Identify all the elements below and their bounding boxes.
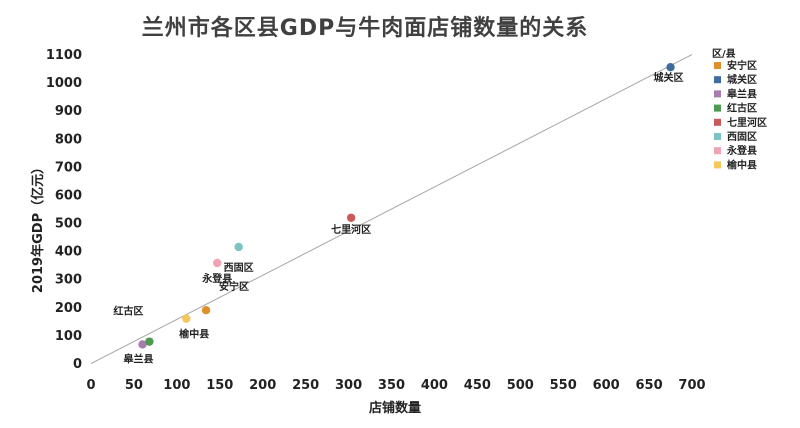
legend-entry: 安宁区 <box>727 59 757 72</box>
x-tick-label: 700 <box>678 378 705 393</box>
x-tick-label: 650 <box>636 378 663 393</box>
y-tick-label: 0 <box>73 357 82 372</box>
x-tick-label: 300 <box>335 378 362 393</box>
legend-swatch <box>714 161 721 169</box>
data-label: 皋兰县 <box>124 352 154 365</box>
data-label: 安宁区 <box>219 280 249 293</box>
x-tick-label: 350 <box>378 378 405 393</box>
data-label: 红古区 <box>113 305 143 318</box>
y-tick-label: 700 <box>55 160 82 175</box>
y-tick-label: 400 <box>55 245 82 260</box>
legend-title: 区/县 <box>712 48 736 60</box>
x-tick-label: 400 <box>421 378 448 393</box>
x-tick-label: 100 <box>163 378 190 393</box>
x-tick-label: 550 <box>550 378 577 393</box>
y-axis-label: 2019年GDP（亿元） <box>30 161 46 293</box>
data-point <box>138 340 147 349</box>
legend-entry: 西固区 <box>727 131 757 143</box>
x-tick-label: 250 <box>292 378 319 393</box>
y-axis-ticks: 0 100 200 300 400 500 600 700 800 900 1000 1100 <box>46 48 82 372</box>
y-tick-label: 900 <box>55 104 82 119</box>
data-label: 城关区 <box>654 71 684 84</box>
legend-swatch <box>714 62 721 69</box>
trendline-group <box>90 54 693 365</box>
legend-swatch <box>714 90 721 98</box>
data-point <box>666 63 675 72</box>
data-label: 榆中县 <box>179 328 209 341</box>
y-tick-label: 800 <box>55 132 82 147</box>
legend-swatch <box>714 76 721 84</box>
x-tick-label: 50 <box>125 378 143 393</box>
data-label: 西固区 <box>224 262 254 274</box>
data-label: 七里河区 <box>331 223 371 236</box>
legend-entry: 七里河区 <box>727 116 767 129</box>
data-point <box>201 305 211 315</box>
x-tick-label: 150 <box>206 378 233 393</box>
y-tick-label: 600 <box>55 188 82 203</box>
x-tick-label: 500 <box>507 378 534 393</box>
legend-entry: 永登县 <box>726 144 757 157</box>
legend-entry: 城关区 <box>727 73 757 86</box>
x-tick-label: 200 <box>249 378 276 393</box>
y-tick-label: 1000 <box>46 76 82 91</box>
legend-swatch <box>714 104 721 112</box>
x-tick-label: 450 <box>464 378 491 393</box>
legend-entry: 榆中县 <box>727 158 757 171</box>
legend-entry: 红古区 <box>727 102 757 115</box>
data-point <box>213 258 222 268</box>
y-tick-label: 200 <box>55 301 82 316</box>
data-label: 永登县 <box>201 272 232 285</box>
y-tick-label: 1100 <box>46 48 82 63</box>
x-axis-label: 店铺数量 <box>369 400 421 416</box>
y-tick-label: 300 <box>55 273 82 288</box>
x-tick-label: 600 <box>593 378 620 393</box>
legend-swatch <box>714 118 721 126</box>
x-axis-ticks: 0 50 100 150 200 250 300 350 400 450 500 550 600 650 7… <box>86 378 705 393</box>
x-tick-label: 0 <box>86 378 95 393</box>
legend-entry: 皋兰县 <box>727 87 757 100</box>
trendline <box>90 54 693 365</box>
data-point <box>182 314 191 323</box>
chart-title: 兰州市各区县GDP与牛肉面店铺数量的关系 <box>141 16 589 41</box>
data-point <box>346 213 356 222</box>
data-points <box>138 63 675 349</box>
legend-swatch <box>714 147 721 155</box>
y-tick-label: 100 <box>55 329 82 344</box>
data-point <box>234 242 243 252</box>
data-point <box>145 337 154 346</box>
y-tick-label: 500 <box>55 217 82 232</box>
legend-swatch <box>714 133 721 140</box>
